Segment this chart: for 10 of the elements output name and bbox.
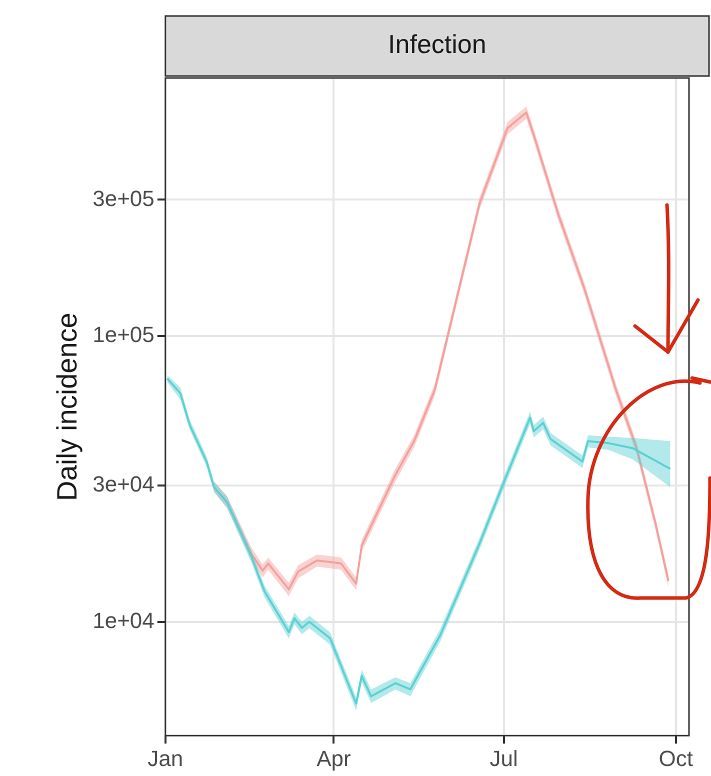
chart-title: Infection xyxy=(388,29,486,60)
x-tick-label: Jan xyxy=(148,746,184,771)
y-tick-label: 1e+04 xyxy=(92,608,154,633)
x-tick-label: Jul xyxy=(490,746,518,771)
x-tick-label: Oct xyxy=(658,746,694,771)
x-tick-label: Apr xyxy=(316,746,351,771)
y-tick-label: 1e+05 xyxy=(92,322,154,348)
y-axis-title: Daily incidence xyxy=(52,312,83,501)
y-tick-label: 3e+04 xyxy=(92,472,154,497)
y-tick-label: 3e+05 xyxy=(92,186,154,211)
